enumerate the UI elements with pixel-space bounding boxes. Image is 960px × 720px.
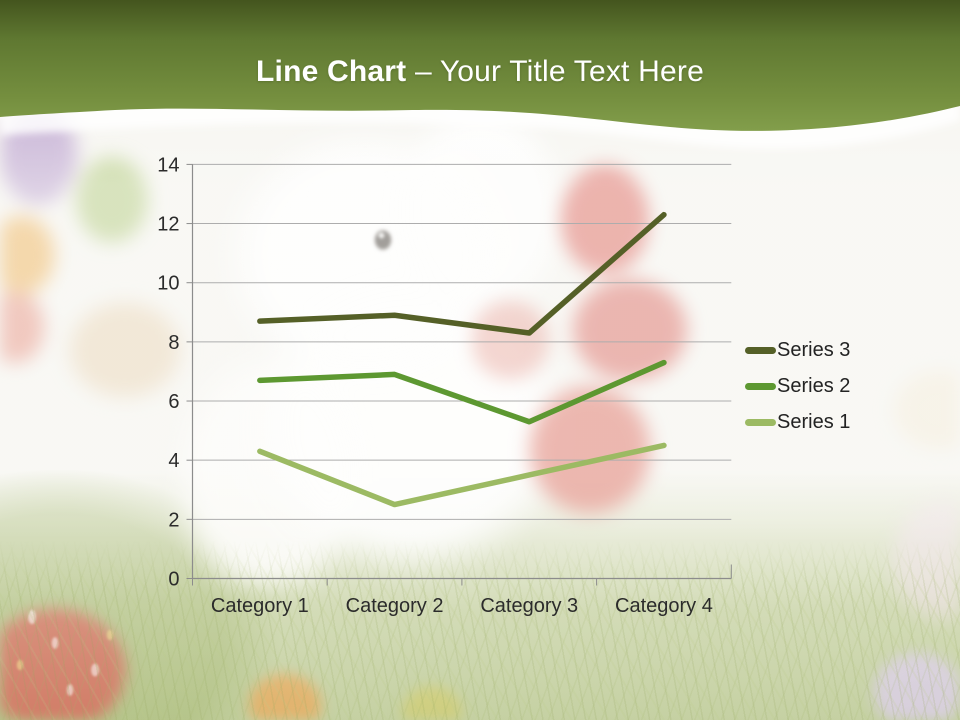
legend-label-series-2: Series 2: [777, 375, 851, 397]
y-tick-label: 0: [168, 569, 179, 591]
legend-item-series-2: Series 2: [745, 374, 850, 399]
y-tick-label: 2: [168, 509, 179, 531]
y-tick-label: 6: [168, 391, 179, 413]
photo-grass-streaks: [0, 540, 960, 720]
legend-swatch-series-3: [745, 347, 776, 354]
y-tick-label: 4: [168, 450, 179, 472]
title-regular-text: – Your Title Text Here: [414, 55, 704, 88]
header-wave-green: [0, 0, 960, 131]
header-band: [0, 0, 960, 150]
legend-label-series-3: Series 3: [777, 339, 851, 361]
y-tick-label: 14: [157, 154, 179, 176]
series-line-series-2: [257, 359, 667, 425]
y-tick-label: 10: [157, 273, 179, 295]
legend-swatch-series-2: [745, 383, 776, 390]
title-bold-text: Line Chart: [256, 55, 407, 88]
x-category-label: Category 3: [480, 595, 578, 617]
photo-right-pastel: [830, 330, 960, 660]
photo-egg-dots: [0, 595, 190, 720]
series-line-series-3: [257, 211, 667, 336]
legend-swatch-series-1: [745, 419, 776, 426]
y-tick-label: 8: [168, 332, 179, 354]
slide-title: Line Chart – Your Title Text Here: [0, 55, 960, 89]
x-category-label: Category 4: [615, 595, 713, 617]
chart-legend: Series 3 Series 2 Series 1: [745, 338, 850, 435]
photo-bunny-eye: [366, 222, 400, 258]
legend-label-series-1: Series 1: [777, 411, 851, 433]
x-category-label: Category 1: [211, 595, 309, 617]
x-category-label: Category 2: [346, 595, 444, 617]
y-tick-label: 12: [157, 214, 179, 236]
legend-item-series-1: Series 1: [745, 410, 850, 435]
legend-item-series-3: Series 3: [745, 338, 850, 363]
series-line-series-1: [257, 442, 667, 508]
